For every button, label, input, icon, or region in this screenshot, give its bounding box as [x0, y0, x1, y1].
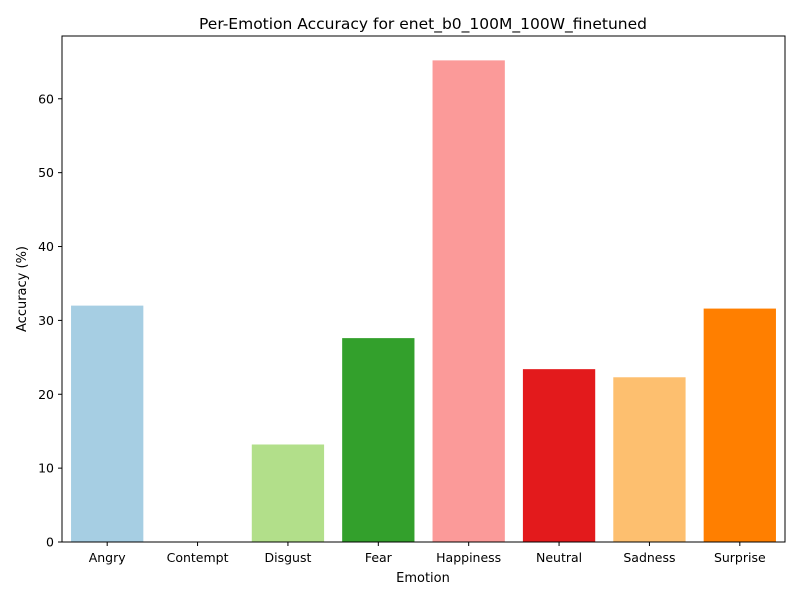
x-tick-label-angry: Angry — [89, 550, 127, 565]
x-tick-label-surprise: Surprise — [714, 550, 766, 565]
bar-surprise — [703, 308, 776, 542]
y-tick-label: 10 — [38, 461, 54, 476]
x-axis-label: Emotion — [396, 571, 450, 586]
bar-disgust — [251, 444, 325, 542]
x-tick-label-happiness: Happiness — [436, 550, 501, 565]
chart-title: Per-Emotion Accuracy for enet_b0_100M_10… — [199, 15, 647, 34]
x-tick-label-neutral: Neutral — [536, 550, 582, 565]
plot-area: 0 10 20 30 40 50 60 Angry Contempt Disgust Fear Hap… — [38, 35, 786, 565]
y-tick-label: 60 — [38, 91, 54, 106]
x-tick-label-sadness: Sadness — [623, 550, 675, 565]
y-tick-label: 30 — [38, 313, 54, 328]
y-axis-label: Accuracy (%) — [15, 246, 30, 332]
y-tick-label: 20 — [38, 387, 54, 402]
bar-happiness — [432, 60, 505, 542]
y-tick-label: 40 — [38, 239, 54, 254]
bar-neutral — [522, 369, 596, 542]
y-tick-label: 0 — [46, 535, 54, 550]
x-tick-label-fear: Fear — [365, 550, 393, 565]
bar-fear — [342, 338, 415, 542]
bar-sadness — [613, 377, 686, 542]
y-tick-label: 50 — [38, 165, 54, 180]
bar-angry — [71, 305, 144, 542]
plot-frame — [61, 35, 786, 543]
x-tick-label-disgust: Disgust — [264, 550, 311, 565]
x-tick-label-contempt: Contempt — [167, 550, 229, 565]
